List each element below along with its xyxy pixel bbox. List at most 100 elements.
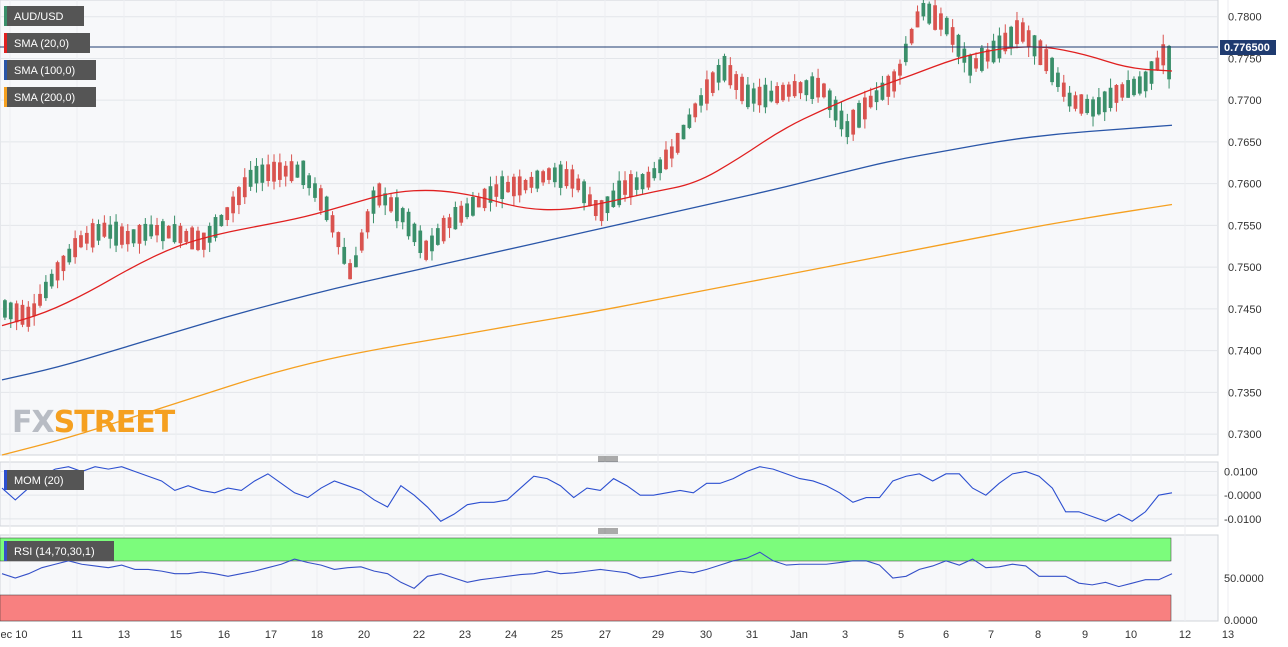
candle [1167, 44, 1171, 89]
candle [108, 216, 113, 249]
candle [424, 239, 428, 262]
candle [839, 101, 844, 137]
x-tick-label: 20 [358, 629, 370, 641]
candle [956, 33, 961, 65]
resize-handle-1[interactable] [598, 456, 618, 462]
candle [1149, 61, 1154, 90]
candle [734, 71, 739, 100]
x-tick-label: 8 [1035, 629, 1041, 641]
candle [868, 87, 873, 109]
candle [1050, 56, 1054, 86]
tag-mom-label: MOM (20) [14, 475, 64, 487]
candle [933, 0, 937, 31]
candle [517, 169, 522, 203]
y-tick-label: 0.7450 [1228, 304, 1262, 316]
x-tick-label: 6 [943, 629, 949, 641]
rsi-y-tick-label: 50.0000 [1224, 573, 1264, 585]
candle [1108, 78, 1113, 112]
candle [1120, 82, 1125, 101]
candle [342, 237, 347, 265]
candle [190, 225, 194, 250]
candle [90, 218, 95, 253]
candle [260, 158, 265, 192]
candle [120, 223, 124, 249]
candle [798, 81, 803, 100]
x-tick-label: 18 [311, 629, 323, 641]
candle [634, 171, 639, 196]
candle [1079, 94, 1084, 116]
tag-sma100[interactable]: SMA (100,0) [4, 60, 96, 80]
candle [324, 195, 329, 222]
x-tick-label: Jan [790, 629, 808, 641]
x-tick-label: 25 [551, 629, 563, 641]
candle [254, 158, 259, 193]
candle [804, 79, 809, 102]
candle [1038, 39, 1043, 66]
x-tick-label: 15 [170, 629, 182, 641]
candle [459, 200, 464, 226]
tag-mom[interactable]: MOM (20) [4, 470, 84, 490]
candle [822, 82, 826, 99]
candle [664, 141, 668, 171]
candle [1061, 74, 1066, 102]
candle [1155, 50, 1160, 71]
y-tick-label: 0.7500 [1228, 262, 1262, 274]
resize-handle-2[interactable] [598, 528, 618, 534]
mom-line [1, 466, 1173, 522]
sma-200-line [1, 203, 1173, 456]
candle [746, 77, 750, 110]
rsi-oversold-band [0, 594, 1172, 622]
candle [272, 154, 276, 190]
candle [266, 154, 271, 187]
candle [646, 166, 651, 190]
candle [26, 301, 31, 332]
candle [3, 299, 7, 321]
candle [430, 228, 434, 261]
candle [898, 59, 902, 85]
candle [886, 74, 891, 106]
candle [669, 138, 674, 168]
tag-sma20[interactable]: SMA (20,0) [4, 33, 90, 53]
tag-symbol[interactable]: AUD/USD [4, 6, 84, 26]
candle [476, 192, 481, 208]
candle [231, 191, 235, 223]
candle [781, 82, 785, 102]
x-tick-label: 30 [700, 629, 712, 641]
candle [377, 182, 382, 208]
candle [816, 68, 820, 103]
tag-sma200[interactable]: SMA (200,0) [4, 87, 96, 107]
candle [1026, 25, 1031, 58]
candle [605, 196, 610, 221]
tag-rsi[interactable]: RSI (14,70,30,1) [4, 541, 114, 561]
candle [1097, 87, 1101, 116]
candle [857, 100, 861, 129]
candle [1102, 90, 1107, 122]
candle [318, 184, 323, 215]
rsi-y-tick-label: 0.0000 [1224, 615, 1258, 627]
tag-sma100-label: SMA (100,0) [14, 65, 75, 77]
candle [874, 82, 879, 111]
x-tick-label: 24 [505, 629, 517, 641]
tag-sma20-label: SMA (20,0) [14, 38, 69, 50]
candle [73, 230, 77, 264]
candle [1085, 94, 1090, 115]
candle [55, 260, 60, 289]
candle [125, 224, 130, 252]
candle [237, 185, 241, 215]
candle [763, 77, 768, 114]
candle [307, 172, 311, 196]
candle [547, 167, 551, 185]
candle [523, 178, 528, 194]
candle [38, 284, 42, 308]
candle [1015, 11, 1019, 49]
candlesticks [3, 0, 1171, 332]
sma-20-line [1, 46, 1173, 327]
candle [336, 231, 341, 255]
candle [570, 164, 575, 198]
candle [283, 161, 288, 187]
candle [558, 160, 563, 196]
candle [330, 211, 335, 238]
candle [629, 170, 633, 206]
x-tick-label: 3 [842, 629, 848, 641]
